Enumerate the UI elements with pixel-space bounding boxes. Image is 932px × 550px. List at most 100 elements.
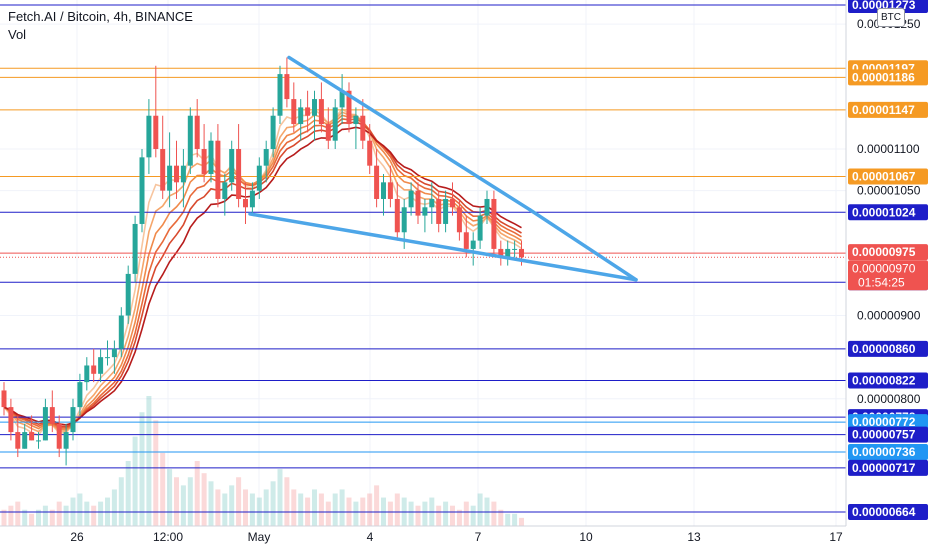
level-price-label: 0.00001067	[852, 169, 916, 183]
volume-bar	[194, 461, 200, 526]
level-price-label: 0.00000717	[852, 461, 916, 475]
candle-body	[484, 198, 490, 216]
volume-bar	[36, 509, 41, 526]
candle-body	[111, 348, 117, 358]
volume-bar	[463, 501, 469, 526]
candle-body	[29, 432, 35, 441]
grid	[0, 0, 846, 526]
level-price-label: 0.00000860	[852, 342, 916, 356]
candle-body	[77, 382, 83, 408]
volume-bar	[422, 501, 428, 526]
candle-body	[325, 124, 331, 141]
countdown-label: 01:54:25	[858, 275, 905, 289]
time-axis-ticks[interactable]: 26 12:00 May 4 7 10 13 17	[70, 530, 843, 544]
level-price-label: 0.00000736	[852, 445, 916, 459]
candle-body	[249, 190, 255, 208]
volume-bar	[63, 505, 69, 526]
candle-body	[498, 248, 504, 258]
candle-body	[263, 149, 269, 166]
volume-bar	[160, 452, 166, 526]
candle-body	[132, 223, 138, 274]
candle-body	[222, 182, 228, 199]
volume-bar	[332, 493, 338, 526]
candle-body	[429, 198, 435, 208]
volume-bar	[132, 436, 138, 526]
level-price-label-box	[848, 340, 928, 357]
candle-body	[305, 107, 311, 116]
volume-bar	[167, 469, 173, 526]
volume-bar	[15, 501, 21, 526]
candle-body	[187, 115, 193, 166]
candle-body	[153, 115, 159, 150]
volume-bar	[312, 489, 317, 526]
candle-body	[98, 357, 104, 374]
volume-bar	[491, 501, 497, 526]
candle-body	[180, 165, 186, 183]
symbol-title[interactable]: Fetch.AI / Bitcoin, 4h, BINANCE	[8, 9, 193, 24]
volume-bar	[519, 517, 524, 526]
candle-body	[91, 365, 97, 374]
volume-bar	[215, 489, 221, 526]
candle-body	[167, 165, 173, 191]
candle-body	[118, 315, 124, 349]
level-price-label-box	[848, 459, 928, 476]
moving-average-ribbon	[3, 107, 522, 437]
level-price-label-box	[848, 504, 928, 520]
volume-bar	[125, 461, 131, 526]
price-axis-ticks: 0.000012500.000011000.000010500.00000900…	[857, 17, 921, 406]
candle-body	[387, 182, 393, 199]
candle-body	[477, 215, 483, 241]
volume-bar	[222, 493, 228, 526]
volume-bar	[201, 473, 207, 526]
volume-bar	[339, 489, 345, 526]
volume-bar	[146, 396, 152, 526]
volume-bar	[91, 505, 97, 526]
candle-body	[277, 74, 283, 116]
volume-bar	[229, 485, 235, 526]
volume-bar	[174, 477, 179, 526]
moving-average-line	[3, 121, 522, 428]
level-price-label-box	[848, 69, 928, 86]
volume-bar	[249, 493, 255, 526]
volume-bar	[291, 489, 297, 526]
volume-bar	[367, 493, 373, 526]
x-tick-label: 10	[579, 530, 593, 544]
x-tick-label: 17	[829, 530, 843, 544]
candle-body	[125, 273, 131, 316]
volume-bar	[450, 505, 455, 526]
volume-bar	[505, 513, 511, 526]
volume-bar	[325, 501, 331, 526]
candle-body	[256, 165, 262, 191]
candle-body	[436, 198, 442, 224]
trendlines[interactable]	[248, 55, 638, 282]
candle-body	[443, 198, 449, 224]
candle-body	[353, 115, 359, 125]
candle-body	[36, 440, 41, 442]
volume-bar	[318, 493, 324, 526]
volume-indicator-label[interactable]: Vol	[8, 27, 27, 42]
volume-bar	[187, 477, 193, 526]
candle-body	[22, 432, 28, 449]
candle-body	[512, 248, 518, 250]
x-tick-label: May	[248, 530, 271, 544]
candle-body	[63, 432, 69, 449]
volume-bar	[277, 469, 283, 526]
level-price-label: 0.00000757	[852, 428, 916, 442]
candle-body	[284, 74, 290, 100]
volume-bar	[512, 513, 518, 526]
volume-bar	[139, 412, 145, 526]
current-price-label-box	[848, 244, 928, 261]
price-axis-labels[interactable]: 0.000012730.000011970.000011860.00001147…	[848, 0, 928, 520]
volume-bar	[180, 485, 186, 526]
y-tick-label: 0.00000900	[857, 309, 921, 323]
volume-bar	[394, 493, 400, 526]
volume-bar	[470, 505, 476, 526]
prior-close-label: 0.00000970	[852, 261, 916, 275]
volume-bar	[77, 493, 83, 526]
level-price-label-box	[848, 444, 928, 461]
candle-body	[243, 198, 248, 208]
horizontal-levels[interactable]	[0, 4, 846, 513]
volume-bar	[243, 489, 248, 526]
volume-bar	[498, 509, 504, 526]
